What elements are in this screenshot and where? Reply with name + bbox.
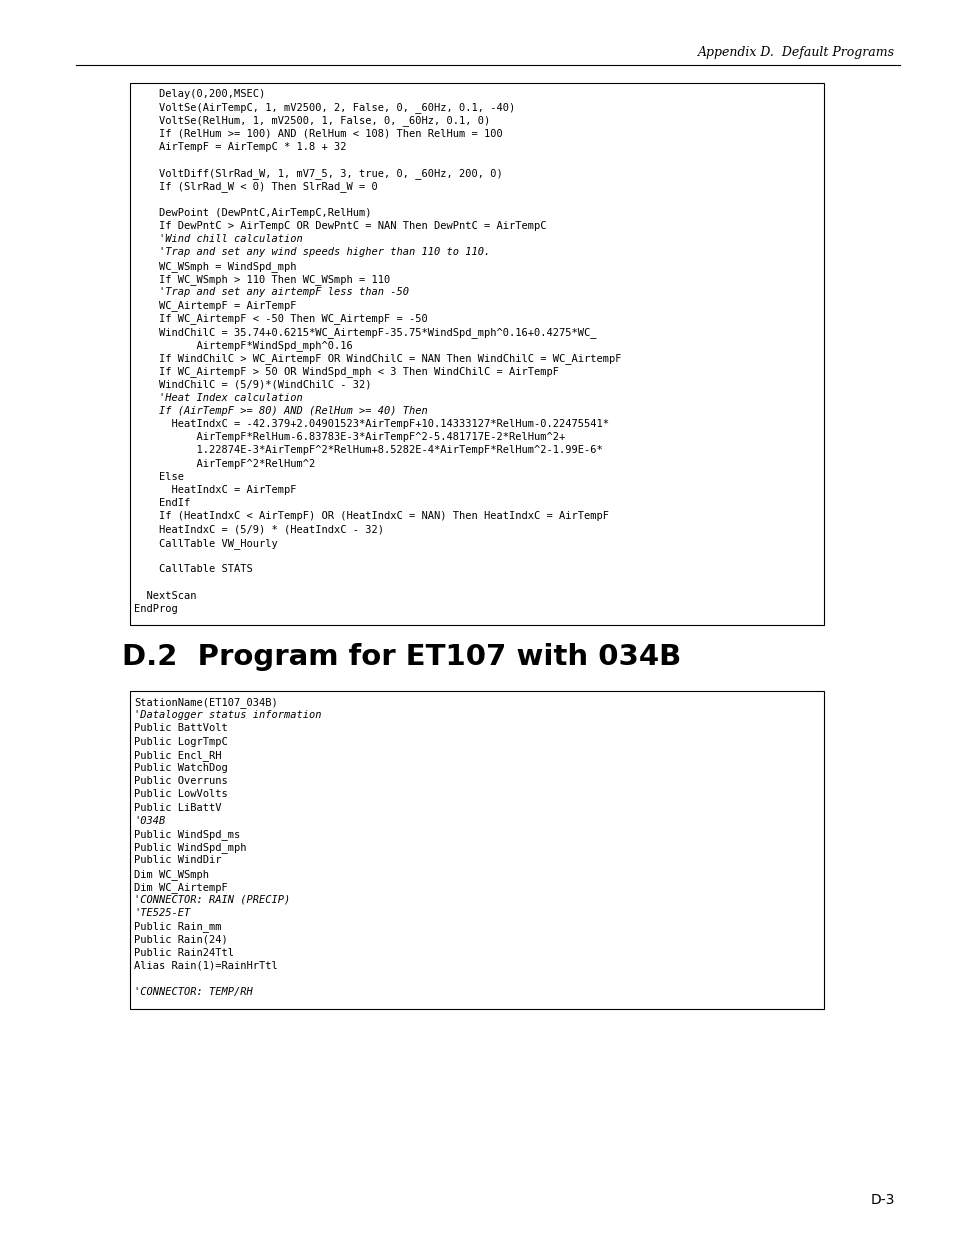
Text: 'Heat Index calculation: 'Heat Index calculation (133, 393, 302, 403)
Text: If (RelHum >= 100) AND (RelHum < 108) Then RelHum = 100: If (RelHum >= 100) AND (RelHum < 108) Th… (133, 128, 502, 138)
Text: D-3: D-3 (870, 1193, 894, 1207)
Text: AirtempF*WindSpd_mph^0.16: AirtempF*WindSpd_mph^0.16 (133, 340, 353, 351)
Text: HeatIndxC = -42.379+2.04901523*AirTempF+10.14333127*RelHum-0.22475541*: HeatIndxC = -42.379+2.04901523*AirTempF+… (133, 419, 608, 429)
Text: WC_WSmph = WindSpd_mph: WC_WSmph = WindSpd_mph (133, 261, 296, 272)
Text: HeatIndxC = AirTempF: HeatIndxC = AirTempF (133, 485, 296, 495)
Text: Appendix D.  Default Programs: Appendix D. Default Programs (698, 46, 894, 59)
Text: Public WindSpd_ms: Public WindSpd_ms (133, 829, 240, 840)
Text: VoltSe(AirTempC, 1, mV2500, 2, False, 0, _60Hz, 0.1, -40): VoltSe(AirTempC, 1, mV2500, 2, False, 0,… (133, 103, 515, 114)
Text: If (HeatIndxC < AirTempF) OR (HeatIndxC = NAN) Then HeatIndxC = AirTempF: If (HeatIndxC < AirTempF) OR (HeatIndxC … (133, 511, 608, 521)
Bar (130, 83, 823, 625)
Text: If WC_WSmph > 110 Then WC_WSmph = 110: If WC_WSmph > 110 Then WC_WSmph = 110 (133, 274, 390, 285)
Text: 'TE525-ET: 'TE525-ET (133, 908, 190, 918)
Text: Delay(0,200,MSEC): Delay(0,200,MSEC) (133, 89, 265, 99)
Text: If WC_AirtempF < -50 Then WC_AirtempF = -50: If WC_AirtempF < -50 Then WC_AirtempF = … (133, 314, 427, 325)
Text: Public Rain_mm: Public Rain_mm (133, 921, 221, 932)
Text: Public LowVolts: Public LowVolts (133, 789, 228, 799)
Text: AirTempF*RelHum-6.83783E-3*AirTempF^2-5.481717E-2*RelHum^2+: AirTempF*RelHum-6.83783E-3*AirTempF^2-5.… (133, 432, 565, 442)
Text: Public Rain24Ttl: Public Rain24Ttl (133, 947, 233, 958)
Text: Public Overruns: Public Overruns (133, 777, 228, 787)
Text: 'Trap and set any wind speeds higher than 110 to 110.: 'Trap and set any wind speeds higher tha… (133, 247, 490, 257)
Text: DewPoint (DewPntC,AirTempC,RelHum): DewPoint (DewPntC,AirTempC,RelHum) (133, 207, 371, 217)
Text: Dim WC_AirtempF: Dim WC_AirtempF (133, 882, 228, 893)
Text: Public WindDir: Public WindDir (133, 856, 221, 866)
Text: Public LiBattV: Public LiBattV (133, 803, 221, 813)
Text: 'Wind chill calculation: 'Wind chill calculation (133, 235, 302, 245)
Text: Public BattVolt: Public BattVolt (133, 724, 228, 734)
Text: Dim WC_WSmph: Dim WC_WSmph (133, 868, 209, 879)
Text: Public Rain(24): Public Rain(24) (133, 935, 228, 945)
Text: D.2  Program for ET107 with 034B: D.2 Program for ET107 with 034B (122, 643, 680, 671)
Text: CallTable STATS: CallTable STATS (133, 564, 253, 574)
Text: AirTempF^2*RelHum^2: AirTempF^2*RelHum^2 (133, 458, 314, 468)
Text: Public LogrTmpC: Public LogrTmpC (133, 736, 228, 747)
Text: 1.22874E-3*AirTempF^2*RelHum+8.5282E-4*AirTempF*RelHum^2-1.99E-6*: 1.22874E-3*AirTempF^2*RelHum+8.5282E-4*A… (133, 446, 602, 456)
Text: 'CONNECTOR: RAIN (PRECIP): 'CONNECTOR: RAIN (PRECIP) (133, 895, 290, 905)
Bar (130, 692, 823, 1009)
Text: AirTempF = AirTempC * 1.8 + 32: AirTempF = AirTempC * 1.8 + 32 (133, 142, 346, 152)
Text: Public WindSpd_mph: Public WindSpd_mph (133, 842, 246, 853)
Text: Alias Rain(1)=RainHrTtl: Alias Rain(1)=RainHrTtl (133, 961, 277, 971)
Text: 'Trap and set any airtempF less than -50: 'Trap and set any airtempF less than -50 (133, 287, 409, 296)
Text: HeatIndxC = (5/9) * (HeatIndxC - 32): HeatIndxC = (5/9) * (HeatIndxC - 32) (133, 525, 384, 535)
Text: WindChilC = (5/9)*(WindChilC - 32): WindChilC = (5/9)*(WindChilC - 32) (133, 379, 371, 389)
Text: '034B: '034B (133, 816, 165, 826)
Text: Public WatchDog: Public WatchDog (133, 763, 228, 773)
Text: 'Datalogger status information: 'Datalogger status information (133, 710, 321, 720)
Text: VoltSe(RelHum, 1, mV2500, 1, False, 0, _60Hz, 0.1, 0): VoltSe(RelHum, 1, mV2500, 1, False, 0, _… (133, 115, 490, 126)
Text: If WindChilC > WC_AirtempF OR WindChilC = NAN Then WindChilC = WC_AirtempF: If WindChilC > WC_AirtempF OR WindChilC … (133, 353, 620, 364)
Text: 'CONNECTOR: TEMP/RH: 'CONNECTOR: TEMP/RH (133, 988, 253, 998)
Text: Else: Else (133, 472, 184, 482)
Text: NextScan: NextScan (133, 590, 196, 600)
Text: StationName(ET107_034B): StationName(ET107_034B) (133, 697, 277, 708)
Text: EndIf: EndIf (133, 498, 190, 508)
Text: WC_AirtempF = AirTempF: WC_AirtempF = AirTempF (133, 300, 296, 311)
Text: VoltDiff(SlrRad_W, 1, mV7_5, 3, true, 0, _60Hz, 200, 0): VoltDiff(SlrRad_W, 1, mV7_5, 3, true, 0,… (133, 168, 502, 179)
Text: CallTable VW_Hourly: CallTable VW_Hourly (133, 537, 277, 548)
Text: WindChilC = 35.74+0.6215*WC_AirtempF-35.75*WindSpd_mph^0.16+0.4275*WC_: WindChilC = 35.74+0.6215*WC_AirtempF-35.… (133, 326, 596, 337)
Text: If (SlrRad_W < 0) Then SlrRad_W = 0: If (SlrRad_W < 0) Then SlrRad_W = 0 (133, 182, 377, 193)
Text: EndProg: EndProg (133, 604, 177, 614)
Text: If (AirTempF >= 80) AND (RelHum >= 40) Then: If (AirTempF >= 80) AND (RelHum >= 40) T… (133, 406, 427, 416)
Text: Public Encl_RH: Public Encl_RH (133, 750, 221, 761)
Text: If DewPntC > AirTempC OR DewPntC = NAN Then DewPntC = AirTempC: If DewPntC > AirTempC OR DewPntC = NAN T… (133, 221, 546, 231)
Text: If WC_AirtempF > 50 OR WindSpd_mph < 3 Then WindChilC = AirTempF: If WC_AirtempF > 50 OR WindSpd_mph < 3 T… (133, 367, 558, 377)
